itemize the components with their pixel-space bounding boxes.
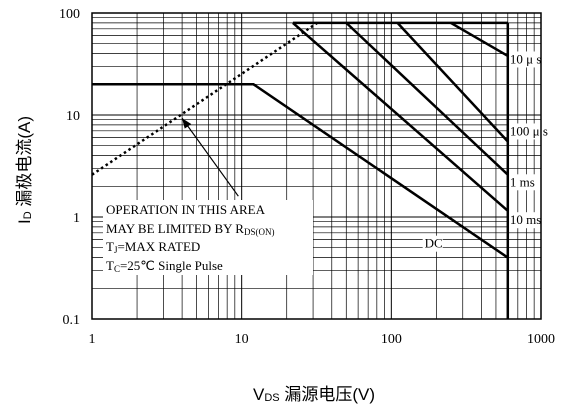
annotation-line-3: TJ=MAX RATED [106, 239, 200, 255]
x-axis-label: VDS 漏源电压(V) [253, 385, 375, 404]
curve-label: 100 μ s [510, 123, 548, 138]
y-axis-label: ID 漏极电流(A) [15, 116, 34, 224]
y-tick-label: 10 [66, 109, 80, 124]
curve-label-background [507, 212, 549, 229]
x-tick-label: 100 [381, 332, 402, 347]
plot-frame [91, 12, 542, 320]
curve-label-background [507, 51, 556, 68]
soa-curve-10-s [450, 21, 509, 57]
curve-label-background [507, 123, 563, 140]
annotation-arrow-head [182, 118, 192, 129]
annotation-background [103, 200, 313, 275]
soa-curve-1-ms [345, 21, 509, 176]
annotation-arrow [181, 117, 239, 197]
curve-label-background [422, 235, 443, 252]
soa-curve-100-s [396, 22, 509, 143]
tick-labels: 1 10 100 1000 0.1 1 10 100 [59, 7, 555, 347]
x-tick-label: 1 [89, 332, 96, 347]
rds-on-limit-line [91, 21, 318, 176]
annotation-arrow-shaft [181, 117, 239, 197]
curve-label: 10 ms [510, 212, 541, 227]
y-tick-label: 100 [59, 7, 80, 22]
x-tick-label: 10 [235, 332, 249, 347]
soa-curve-dc [92, 83, 509, 259]
x-tick-label: 1000 [527, 332, 555, 347]
curve-label-background [507, 174, 542, 191]
chart-marks: 10 μ s 100 μ s 1 ms 10 ms DC [91, 21, 563, 319]
curve-label: 1 ms [510, 174, 535, 189]
annotation-line-2: MAY BE LIMITED BY RDS(ON) [106, 221, 274, 237]
y-tick-label: 0.1 [63, 313, 81, 328]
soa-curve-10-ms [292, 21, 509, 212]
curve-label: 10 μ s [510, 51, 542, 66]
y-tick-label: 1 [73, 211, 80, 226]
curve-label: DC [425, 236, 443, 251]
annotation-line-1: OPERATION IN THIS AREA [106, 202, 266, 217]
annotation-line-4: TC=25℃ Single Pulse [106, 258, 223, 274]
